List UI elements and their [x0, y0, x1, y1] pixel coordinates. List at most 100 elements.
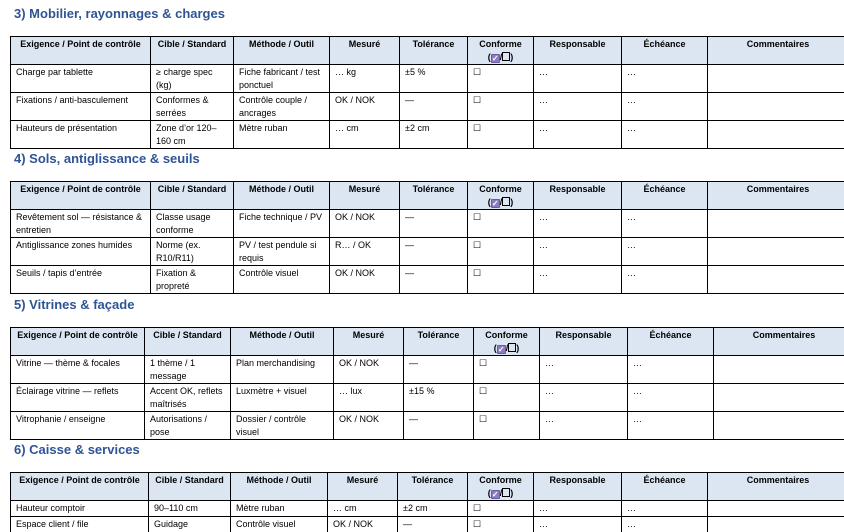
conforme-checkbox[interactable]: ☐ — [473, 519, 482, 529]
conforme-checkbox[interactable]: ☐ — [479, 414, 488, 424]
conforme-cell[interactable]: ☐ — [467, 120, 534, 149]
exigence-cell: Vitrine — thème & focales — [10, 355, 145, 384]
conforme-checkbox[interactable]: ☐ — [479, 358, 488, 368]
column-header-methode: Méthode / Outil — [233, 181, 330, 210]
column-header-tolerance: Tolérance — [397, 472, 468, 501]
conforme-cell[interactable]: ☐ — [467, 265, 534, 294]
conforme-cell[interactable]: ☐ — [467, 500, 534, 517]
mesure-cell[interactable]: OK / NOK — [329, 209, 400, 238]
responsable-cell[interactable]: … — [539, 411, 628, 440]
tolerance-cell: — — [403, 411, 474, 440]
commentaires-cell[interactable] — [713, 383, 844, 412]
mesure-cell[interactable]: … kg — [329, 64, 400, 93]
cible-cell: Autorisations / pose — [144, 411, 231, 440]
methode-cell: PV / test pendule si requis — [233, 237, 330, 266]
responsable-cell[interactable]: … — [533, 500, 622, 517]
table-row: Charge par tablette ≥ charge spec (kg) Fic… — [10, 64, 844, 93]
conforme-checkbox[interactable]: ☐ — [473, 95, 482, 105]
mesure-cell[interactable]: … cm — [329, 120, 400, 149]
checked-box-icon: ✓ — [496, 344, 506, 354]
echeance-cell[interactable]: … — [621, 516, 708, 532]
conforme-cell[interactable]: ☐ — [467, 516, 534, 532]
conforme-cell[interactable]: ☐ — [473, 383, 540, 412]
conforme-checkbox[interactable]: ☐ — [473, 503, 482, 513]
methode-cell: Contrôle visuel — [233, 265, 330, 294]
echeance-cell[interactable]: … — [627, 355, 714, 384]
exigence-cell: Seuils / tapis d’entrée — [10, 265, 151, 294]
commentaires-cell[interactable] — [713, 355, 844, 384]
conforme-checkbox[interactable]: ☐ — [473, 212, 482, 222]
responsable-cell[interactable]: … — [533, 92, 622, 121]
echeance-cell[interactable]: … — [621, 92, 708, 121]
methode-cell: Fiche fabricant / test ponctuel — [233, 64, 330, 93]
commentaires-cell[interactable] — [713, 411, 844, 440]
commentaires-cell[interactable] — [707, 516, 844, 532]
commentaires-cell[interactable] — [707, 92, 844, 121]
conforme-label: Conforme — [479, 184, 522, 194]
conforme-checkbox[interactable]: ☐ — [473, 268, 482, 278]
checklist-table: Exigence / Point de contrôle Cible / Stan… — [10, 327, 844, 440]
conforme-checkbox[interactable]: ☐ — [473, 67, 482, 77]
responsable-cell[interactable]: … — [533, 265, 622, 294]
responsable-cell[interactable]: … — [533, 516, 622, 532]
commentaires-cell[interactable] — [707, 265, 844, 294]
echeance-cell[interactable]: … — [621, 500, 708, 517]
exigence-cell: Espace client / file — [10, 516, 149, 532]
conforme-checkbox[interactable]: ☐ — [479, 386, 488, 396]
column-header-cible: Cible / Standard — [144, 327, 231, 356]
responsable-cell[interactable]: … — [539, 383, 628, 412]
column-header-cible: Cible / Standard — [148, 472, 231, 501]
legend-close: ) — [510, 51, 514, 62]
echeance-cell[interactable]: … — [627, 383, 714, 412]
tolerance-cell: ±2 cm — [397, 500, 468, 517]
mesure-cell[interactable]: OK / NOK — [329, 265, 400, 294]
unchecked-box-icon — [508, 342, 517, 352]
tolerance-cell: — — [399, 237, 468, 266]
echeance-cell[interactable]: … — [627, 411, 714, 440]
echeance-cell[interactable]: … — [621, 120, 708, 149]
mesure-cell[interactable]: … lux — [333, 383, 404, 412]
conforme-cell[interactable]: ☐ — [473, 411, 540, 440]
conforme-cell[interactable]: ☐ — [467, 237, 534, 266]
column-header-echeance: Échéance — [621, 472, 708, 501]
responsable-cell[interactable]: … — [533, 209, 622, 238]
commentaires-cell[interactable] — [707, 209, 844, 238]
table-row: Revêtement sol — résistance & entretien C… — [10, 209, 844, 238]
column-header-echeance: Échéance — [627, 327, 714, 356]
exigence-cell: Hauteur comptoir — [10, 500, 149, 517]
commentaires-cell[interactable] — [707, 237, 844, 266]
conforme-legend: (✓/) — [479, 342, 534, 355]
table-row: Antiglissance zones humides Norme (ex. R1… — [10, 237, 844, 266]
commentaires-cell[interactable] — [707, 120, 844, 149]
mesure-cell[interactable]: R… / OK — [329, 237, 400, 266]
commentaires-cell[interactable] — [707, 500, 844, 517]
conforme-cell[interactable]: ☐ — [467, 92, 534, 121]
column-header-cible: Cible / Standard — [150, 181, 234, 210]
mesure-cell[interactable]: OK / NOK — [329, 92, 400, 121]
commentaires-cell[interactable] — [707, 64, 844, 93]
conforme-checkbox[interactable]: ☐ — [473, 123, 482, 133]
responsable-cell[interactable]: … — [533, 237, 622, 266]
mesure-cell[interactable]: OK / NOK — [327, 516, 398, 532]
echeance-cell[interactable]: … — [621, 64, 708, 93]
mesure-cell[interactable]: OK / NOK — [333, 411, 404, 440]
tolerance-cell: — — [397, 516, 468, 532]
echeance-cell[interactable]: … — [621, 237, 708, 266]
conforme-cell[interactable]: ☐ — [467, 64, 534, 93]
table-row: Fixations / anti-basculement Conformes & … — [10, 92, 844, 121]
conforme-cell[interactable]: ☐ — [467, 209, 534, 238]
echeance-cell[interactable]: … — [621, 209, 708, 238]
exigence-cell: Vitrophanie / enseigne — [10, 411, 145, 440]
responsable-cell[interactable]: … — [533, 64, 622, 93]
responsable-cell[interactable]: … — [533, 120, 622, 149]
column-header-commentaires: Commentaires — [707, 181, 844, 210]
mesure-cell[interactable]: OK / NOK — [333, 355, 404, 384]
conforme-checkbox[interactable]: ☐ — [473, 240, 482, 250]
mesure-cell[interactable]: … cm — [327, 500, 398, 517]
conforme-legend: (✓/) — [473, 487, 528, 500]
conforme-cell[interactable]: ☐ — [473, 355, 540, 384]
table-row: Hauteurs de présentation Zone d’or 120–16… — [10, 120, 844, 149]
conforme-legend: (✓/) — [473, 196, 528, 209]
responsable-cell[interactable]: … — [539, 355, 628, 384]
echeance-cell[interactable]: … — [621, 265, 708, 294]
